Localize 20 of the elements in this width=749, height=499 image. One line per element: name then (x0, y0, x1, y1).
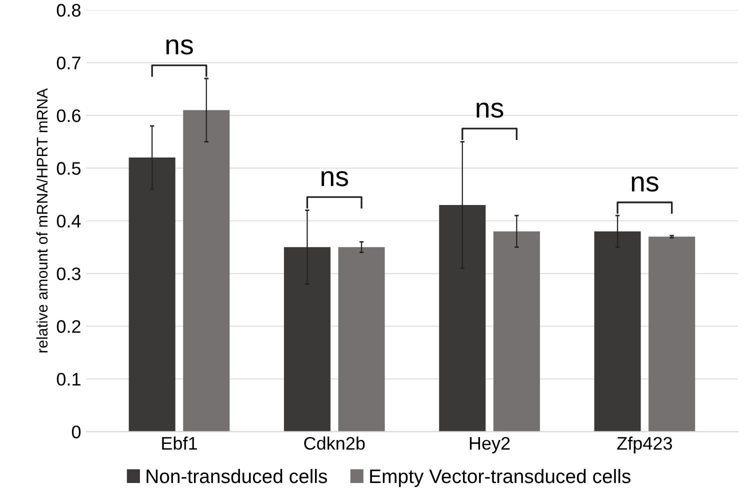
x-tick-label: Zfp423 (617, 436, 672, 454)
y-tick-label: 0.3 (56, 267, 80, 280)
y-axis-title: relative amount of mRNA/HPRT mRNA (36, 88, 48, 352)
y-tick-label: 0.1 (56, 372, 80, 386)
y-tick-label: 0.2 (56, 320, 80, 333)
legend-label: Empty Vector-transduced cells (370, 468, 630, 488)
y-tick-label: 0.8 (56, 4, 80, 17)
x-tick-label: Hey2 (470, 436, 510, 454)
y-tick-label: 0.6 (56, 109, 80, 122)
y-tick-label: 0.4 (56, 214, 81, 228)
annotation: ns (166, 39, 193, 55)
annotation: ns (476, 102, 504, 118)
annotation: ns (322, 171, 348, 186)
annotation: ns (632, 176, 658, 192)
y-tick-label: 0.5 (56, 162, 81, 175)
y-tick-label: 0.7 (56, 56, 80, 70)
x-tick-label: Ebf1 (162, 436, 197, 450)
x-tick-label: Cdkn2b (304, 436, 365, 450)
legend-label: Non-transduced cells (146, 468, 328, 484)
y-tick-label: 0 (72, 426, 81, 438)
